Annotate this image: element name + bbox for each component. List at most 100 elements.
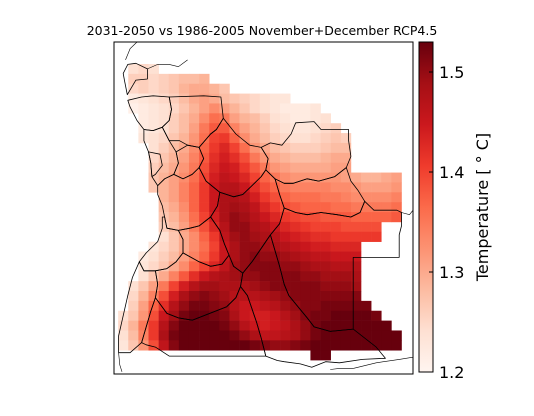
grid-cell: [219, 320, 230, 331]
grid-cell: [340, 261, 352, 272]
grid-cell: [128, 63, 139, 75]
grid-cell: [229, 340, 240, 351]
grid-cell: [259, 162, 271, 173]
grid-cell: [229, 182, 240, 193]
grid-cell: [330, 162, 342, 173]
grid-cell: [239, 202, 250, 213]
province-boundaries: [118, 62, 402, 368]
grid-cell: [320, 271, 331, 282]
grid-cell: [269, 202, 281, 213]
grid-cell: [340, 251, 352, 262]
grid-cell: [320, 142, 331, 154]
grid-cell: [290, 320, 301, 331]
grid-cell: [371, 202, 382, 213]
grid-cell: [219, 231, 230, 242]
grid-cell: [350, 340, 362, 351]
grid-cell: [391, 340, 402, 351]
grid-cell: [178, 162, 190, 173]
grid-cell: [209, 192, 220, 203]
outside-boundary-line: [147, 59, 188, 70]
grid-cell: [300, 291, 311, 302]
grid-cell: [239, 93, 250, 104]
grid-cell: [249, 310, 261, 321]
grid-cell: [168, 212, 180, 223]
grid-cell: [259, 281, 271, 292]
grid-cell: [350, 231, 362, 242]
grid-cell: [219, 261, 230, 272]
grid-cell: [239, 291, 250, 302]
grid-cell: [290, 142, 301, 154]
grid-cell: [219, 83, 230, 94]
grid-cell: [269, 291, 281, 302]
grid-cell: [330, 221, 342, 233]
grid-cell: [199, 261, 210, 272]
grid-cell: [340, 300, 352, 312]
grid-cell: [249, 182, 261, 193]
grid-cell: [340, 271, 352, 282]
grid-cell: [290, 192, 301, 203]
grid-cell: [320, 281, 331, 292]
grid-cell: [138, 261, 149, 272]
grid-cell: [188, 212, 200, 223]
grid-cell: [280, 182, 291, 193]
grid-cell: [269, 192, 281, 203]
grid-cell: [269, 221, 281, 233]
grid-cell: [290, 182, 301, 193]
grid-cell: [229, 172, 240, 183]
grid-cell: [138, 123, 149, 134]
grid-cell: [168, 123, 180, 134]
grid-cell: [168, 73, 180, 85]
grid-cell: [209, 212, 220, 223]
grid-cell: [148, 133, 159, 144]
grid-cell: [300, 192, 311, 203]
grid-cell: [290, 281, 301, 292]
grid-cell: [138, 83, 149, 94]
grid-cell: [229, 162, 240, 173]
grid-cell: [229, 212, 240, 223]
grid-cell: [138, 291, 149, 302]
grid-cell: [209, 113, 220, 124]
grid-cell: [148, 172, 159, 183]
grid-cell: [148, 63, 159, 75]
grid-cell: [158, 152, 170, 163]
grid-cell: [290, 330, 301, 341]
grid-cell: [209, 202, 220, 213]
grid-cell: [391, 330, 402, 341]
grid-cell: [168, 162, 180, 173]
grid-cell: [188, 340, 200, 351]
grid-cell: [320, 350, 331, 361]
grid-cell: [148, 320, 159, 331]
grid-cell: [300, 202, 311, 213]
grid-cell: [209, 310, 220, 321]
grid-cell: [371, 212, 382, 223]
grid-cell: [178, 271, 190, 282]
grid-cell: [209, 340, 220, 351]
grid-cell: [381, 172, 392, 183]
grid-cell: [300, 221, 311, 233]
grid-cell: [199, 192, 210, 203]
grid-cell: [330, 310, 342, 321]
grid-cell: [199, 113, 210, 124]
outside-boundary-line: [353, 356, 413, 369]
grid-cell: [320, 310, 331, 321]
grid-cell: [188, 320, 200, 331]
grid-cell: [128, 330, 139, 341]
grid-cell: [320, 231, 331, 242]
grid-cell: [310, 330, 321, 341]
grid-cell: [249, 340, 261, 351]
grid-cell: [371, 221, 382, 233]
grid-cell: [239, 231, 250, 242]
grid-cell: [178, 133, 190, 144]
grid-cell: [350, 202, 362, 213]
grid-cell: [290, 291, 301, 302]
grid-cell: [320, 300, 331, 312]
province-boundary: [148, 151, 163, 177]
grid-cell: [188, 73, 200, 85]
grid-cell: [391, 172, 402, 183]
grid-cell: [219, 212, 230, 223]
grid-cell: [280, 142, 291, 154]
grid-cell: [178, 152, 190, 163]
grid-cell: [280, 320, 291, 331]
grid-cell: [249, 330, 261, 341]
grid-cell: [239, 241, 250, 252]
